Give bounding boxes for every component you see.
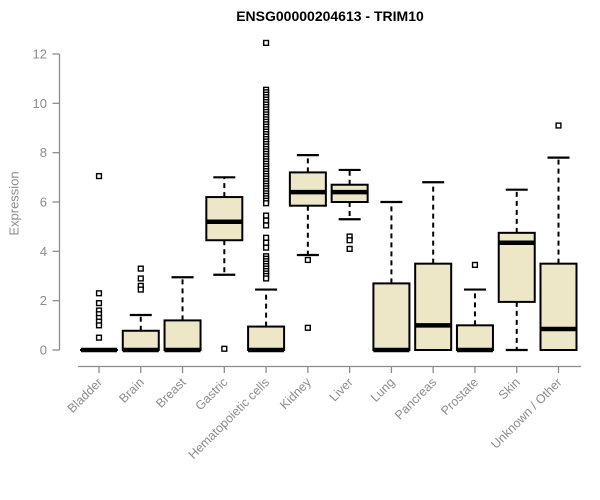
iqr-box [163, 319, 202, 351]
box-pancreas [414, 181, 453, 351]
box-prostate [455, 261, 494, 353]
iqr-box [121, 329, 160, 352]
iqr-box [414, 262, 453, 351]
x-tick-label-skin: Skin [496, 375, 523, 402]
x-tick-label-gastric: Gastric [193, 375, 231, 413]
outlier-point [262, 217, 270, 224]
outlier-point [471, 261, 479, 269]
iqr-box [539, 262, 578, 351]
outlier-point [262, 275, 270, 282]
iqr-box [372, 282, 411, 351]
outlier-point [262, 200, 270, 207]
y-tick-label: 6 [40, 195, 47, 210]
box-skin [497, 188, 536, 352]
outlier-point [346, 237, 353, 244]
x-tick-label-pancreas: Pancreas [392, 375, 439, 422]
x-tick-label-prostate: Prostate [438, 375, 481, 418]
chart-title: ENSG00000204613 - TRIM10 [236, 8, 424, 24]
outlier-point [346, 245, 353, 252]
box-lung [372, 200, 411, 353]
outlier-point [304, 324, 311, 331]
outlier-point [95, 290, 103, 297]
outlier-point [262, 212, 270, 219]
iqr-box [247, 325, 286, 352]
outlier-point [95, 322, 103, 329]
x-tick-label-unknown-other: Unknown / Other [488, 375, 564, 451]
iqr-box [205, 196, 244, 242]
outlier-point [555, 122, 562, 129]
y-tick-label: 12 [33, 47, 47, 62]
x-tick-label-brain: Brain [116, 375, 147, 406]
y-tick-label: 0 [40, 343, 47, 358]
x-tick-label-bladder: Bladder [65, 375, 105, 415]
box-hematopoietic-cells [247, 39, 286, 353]
y-tick-label: 8 [40, 145, 47, 160]
outlier-point [95, 172, 103, 180]
x-tick-label-liver: Liver [327, 375, 356, 404]
outlier-point [137, 265, 144, 272]
box-breast [163, 276, 202, 353]
outlier-point [262, 234, 270, 241]
box-brain [121, 265, 160, 353]
y-tick-label: 2 [40, 293, 47, 308]
y-tick-label: 4 [40, 244, 47, 259]
outlier-point [137, 286, 144, 293]
outlier-point [221, 345, 228, 352]
outlier-point [95, 300, 103, 307]
iqr-box [455, 324, 494, 352]
outlier-point [262, 239, 270, 246]
box-liver [330, 168, 369, 252]
outlier-point [262, 39, 270, 47]
box-kidney [288, 154, 327, 331]
outlier-point [262, 244, 270, 251]
box-bladder [80, 172, 118, 353]
outlier-point [137, 275, 144, 282]
x-tick-label-lung: Lung [368, 375, 398, 405]
outlier-point [95, 334, 103, 341]
box-gastric [205, 176, 244, 352]
x-tick-label-hematopoietic-cells: Hematopoietic cells [186, 375, 273, 462]
x-tick-label-kidney: Kidney [277, 375, 314, 412]
outlier-point [262, 222, 270, 229]
y-tick-label: 10 [33, 96, 47, 111]
x-tick-label-breast: Breast [153, 375, 189, 411]
iqr-box [288, 171, 327, 207]
box-unknown-other [539, 122, 578, 351]
outlier-point [304, 256, 311, 264]
